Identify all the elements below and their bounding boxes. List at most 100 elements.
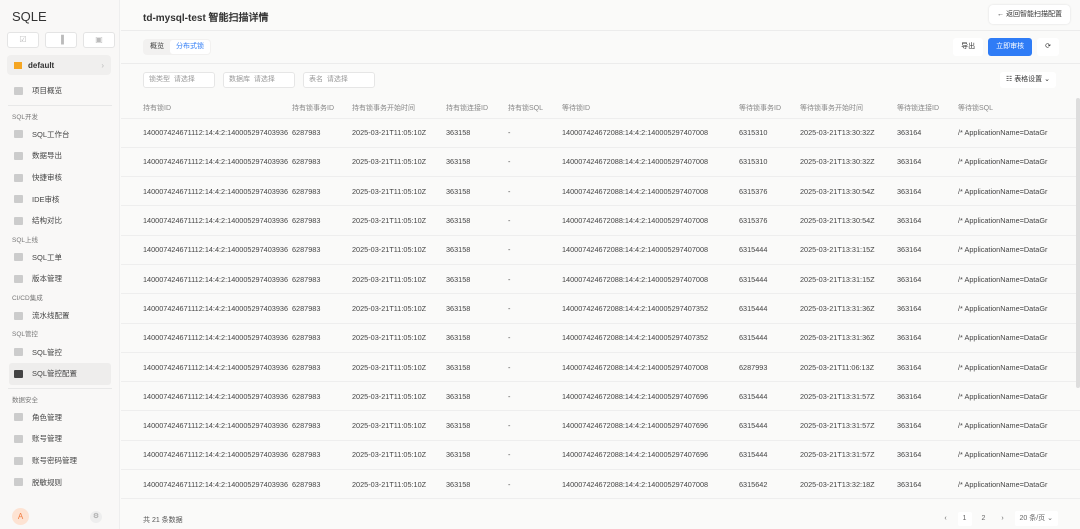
sidebar-item-label: SQL管控配置 — [32, 369, 78, 379]
table-row[interactable]: 140007424671112:14:4:2:140005297403936 62… — [121, 440, 1080, 471]
table-cell: 363164 — [897, 440, 958, 471]
table-row[interactable]: 140007424671112:14:4:2:140005297403936 62… — [121, 410, 1080, 441]
table-cell: 6315310 — [739, 147, 800, 178]
quick-actions: ☑ ▐ ▣ — [7, 32, 115, 48]
sidebar-item-label: IDE审核 — [32, 194, 60, 204]
table-settings-label: 表格设置 — [1014, 76, 1043, 83]
audit-now-button[interactable]: 立即审核 — [988, 38, 1033, 56]
table-cell: 140007424671112:14:4:2:140005297403936 — [121, 469, 292, 500]
tab-overview[interactable]: 概览 — [150, 43, 164, 50]
back-button[interactable]: ← 返回智能扫描配置 — [989, 5, 1070, 24]
nav-group-label: SQL管控 — [12, 331, 39, 339]
table-cell: 6287983 — [292, 205, 352, 236]
flag-icon — [14, 61, 22, 69]
table-cell: 6315310 — [739, 118, 800, 148]
page-2[interactable]: 2 — [981, 514, 986, 522]
table-cell: 363158 — [446, 352, 508, 383]
divider — [121, 30, 1080, 31]
table-cell: 363164 — [897, 147, 958, 178]
clipboard-icon — [14, 253, 23, 262]
lock-type-filter[interactable]: 锁类型 请选择 — [143, 72, 215, 88]
sidebar-item[interactable]: 结构对比 — [0, 210, 120, 232]
table-cell: 6287983 — [292, 235, 352, 265]
tabs: 概览 分布式锁 — [143, 39, 211, 55]
sidebar-item[interactable]: SQL工单 — [0, 247, 120, 269]
settings-icon[interactable]: ⚙ — [90, 511, 102, 523]
page-size-select[interactable]: 20 条/页 ⌄ — [1014, 511, 1058, 526]
table-cell: 2025-03-21T11:05:10Z — [352, 352, 446, 383]
scrollbar[interactable] — [1076, 98, 1080, 388]
table-row[interactable]: 140007424671112:14:4:2:140005297403936 62… — [121, 469, 1080, 500]
sidebar-item-label: 流水线配置 — [32, 311, 70, 321]
filter-placeholder: 请选择 — [173, 76, 195, 83]
table-cell: 140007424671112:14:4:2:140005297403936 — [121, 147, 292, 178]
sidebar-item[interactable]: 流水线配置 — [0, 305, 120, 327]
table-name-filter[interactable]: 表名 请选择 — [303, 72, 375, 88]
table-cell: 363158 — [446, 235, 508, 265]
sidebar-item[interactable]: SQL管控 — [0, 341, 120, 363]
database-filter[interactable]: 数据库 请选择 — [223, 72, 295, 88]
table-cell: /* ApplicationName=DataGr — [958, 469, 1080, 500]
table-cell: 140007424672088:14:4:2:140005297407008 — [562, 469, 739, 500]
sidebar-item[interactable]: 快捷审核 — [0, 167, 120, 189]
table-row[interactable]: 140007424671112:14:4:2:140005297403936 62… — [121, 381, 1080, 412]
table-cell: 140007424671112:14:4:2:140005297403936 — [121, 235, 292, 265]
sidebar-item[interactable]: 账号管理 — [0, 428, 120, 450]
table-cell: /* ApplicationName=DataGr — [958, 264, 1080, 295]
prev-page-button[interactable]: ‹ — [944, 514, 947, 522]
sidebar-item[interactable]: 数据导出 — [0, 145, 120, 167]
table-cell: 2025-03-21T11:05:10Z — [352, 235, 446, 265]
table-cell: 363158 — [446, 205, 508, 236]
table-cell: /* ApplicationName=DataGr — [958, 440, 1080, 471]
table-row[interactable]: 140007424671112:14:4:2:140005297403936 62… — [121, 176, 1080, 207]
table-row[interactable]: 140007424671112:14:4:2:140005297403936 62… — [121, 264, 1080, 295]
table-cell: 140007424672088:14:4:2:140005297407696 — [562, 440, 739, 471]
table-cell: 2025-03-21T11:05:10Z — [352, 118, 446, 148]
sidebar-item[interactable]: 脱敏规则 — [0, 471, 120, 493]
table-cell: 6287983 — [292, 293, 352, 324]
sidebar-item-label: 结构对比 — [32, 216, 62, 226]
sidebar-item-label: 角色管理 — [32, 412, 62, 422]
sidebar-item-label: SQL管控 — [32, 347, 63, 357]
column-header: 持有锁事务开始时间 — [352, 98, 446, 119]
table-cell: 140007424671112:14:4:2:140005297403936 — [121, 381, 292, 412]
file-icon — [14, 274, 23, 283]
table-row[interactable]: 140007424671112:14:4:2:140005297403936 62… — [121, 352, 1080, 383]
table-row[interactable]: 140007424671112:14:4:2:140005297403936 62… — [121, 323, 1080, 353]
page-1[interactable]: 1 — [957, 511, 972, 526]
sidebar-item[interactable]: SQL管控配置 — [9, 362, 111, 385]
table-row[interactable]: 140007424671112:14:4:2:140005297403936 62… — [121, 147, 1080, 178]
table-row[interactable]: 140007424671112:14:4:2:140005297403936 62… — [121, 205, 1080, 236]
table-settings-button[interactable]: ☷ 表格设置 ⌄ — [999, 72, 1056, 88]
sidebar-item[interactable]: SQL工作台 — [0, 124, 120, 146]
sidebar-item[interactable]: 项目概览 — [0, 80, 120, 102]
table-row[interactable]: 140007424671112:14:4:2:140005297403936 62… — [121, 118, 1080, 148]
table-row[interactable]: 140007424671112:14:4:2:140005297403936 62… — [121, 293, 1080, 324]
chart-icon[interactable]: ▐ — [45, 32, 77, 48]
refresh-icon[interactable]: ⟳ — [1037, 38, 1059, 56]
sidebar-item[interactable]: IDE审核 — [0, 188, 120, 210]
table-cell: /* ApplicationName=DataGr — [958, 352, 1080, 383]
project-selector[interactable]: default › — [7, 55, 111, 75]
table-cell: 363164 — [897, 469, 958, 500]
tab-distributed-lock[interactable]: 分布式锁 — [170, 40, 210, 54]
table-cell: 140007424671112:14:4:2:140005297403936 — [121, 352, 292, 383]
table-cell: /* ApplicationName=DataGr — [958, 118, 1080, 148]
table-cell: 2025-03-21T11:05:10Z — [352, 205, 446, 236]
avatar[interactable]: A — [12, 508, 29, 525]
table-cell: 140007424672088:14:4:2:140005297407352 — [562, 323, 739, 353]
checklist-icon[interactable]: ☑ — [7, 32, 39, 48]
sidebar-item[interactable]: 角色管理 — [0, 407, 120, 429]
table-cell: 363158 — [446, 469, 508, 500]
export-button[interactable]: 导出 — [953, 38, 984, 56]
table-cell: /* ApplicationName=DataGr — [958, 235, 1080, 265]
column-header: 持有锁连接ID — [446, 98, 508, 119]
table-cell: 6287983 — [292, 147, 352, 178]
document-icon[interactable]: ▣ — [83, 32, 115, 48]
table-cell: 140007424672088:14:4:2:140005297407008 — [562, 176, 739, 207]
next-page-button[interactable]: › — [1001, 514, 1004, 522]
sidebar-item[interactable]: 版本管理 — [0, 268, 120, 290]
table-cell: 140007424672088:14:4:2:140005297407008 — [562, 205, 739, 236]
table-row[interactable]: 140007424671112:14:4:2:140005297403936 62… — [121, 235, 1080, 265]
sidebar-item[interactable]: 账号密码管理 — [0, 450, 120, 472]
